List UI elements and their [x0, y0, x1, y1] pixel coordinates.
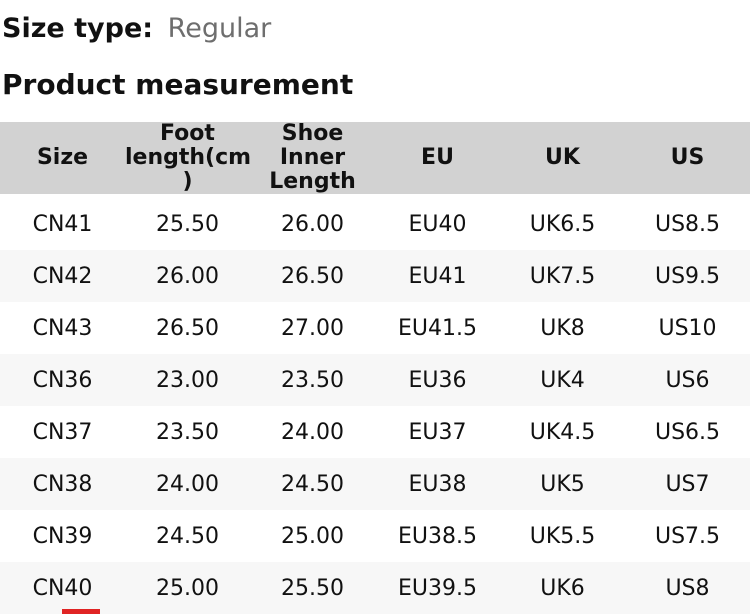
cell-uk: UK5 — [500, 458, 625, 511]
cell-foot-length: 24.00 — [125, 458, 250, 511]
cell-foot-length: 24.50 — [125, 510, 250, 563]
table-row: CN41 25.50 26.00 EU40 UK6.5 US8.5 — [0, 196, 750, 251]
table-row: CN40 25.00 25.50 EU39.5 UK6 US8 — [0, 562, 750, 614]
cell-us: US9.5 — [625, 250, 750, 303]
cell-uk: UK7.5 — [500, 250, 625, 303]
cell-us: US6 — [625, 354, 750, 407]
cell-foot-length: 25.50 — [125, 196, 250, 251]
cell-foot-length: 26.50 — [125, 302, 250, 355]
cell-size: CN39 — [0, 510, 125, 563]
size-type-row: Size type: Regular — [2, 13, 750, 44]
cell-eu: EU40 — [375, 196, 500, 251]
cell-shoe-inner-length: 23.50 — [250, 354, 375, 407]
cell-shoe-inner-length: 26.50 — [250, 250, 375, 303]
table-row: CN39 24.50 25.00 EU38.5 UK5.5 US7.5 — [0, 510, 750, 563]
header-size: Size — [0, 122, 125, 199]
red-indicator-bar — [62, 609, 100, 614]
table-row: CN43 26.50 27.00 EU41.5 UK8 US10 — [0, 302, 750, 355]
cell-uk: UK4 — [500, 354, 625, 407]
cell-foot-length: 23.50 — [125, 406, 250, 459]
cell-shoe-inner-length: 25.00 — [250, 510, 375, 563]
table-row: CN42 26.00 26.50 EU41 UK7.5 US9.5 — [0, 250, 750, 303]
cell-shoe-inner-length: 26.00 — [250, 196, 375, 251]
cell-shoe-inner-length: 27.00 — [250, 302, 375, 355]
table-row: CN38 24.00 24.50 EU38 UK5 US7 — [0, 458, 750, 511]
size-type-label: Size type: — [2, 13, 154, 44]
cell-us: US8 — [625, 562, 750, 614]
cell-foot-length: 26.00 — [125, 250, 250, 303]
cell-size: CN43 — [0, 302, 125, 355]
header-uk: UK — [500, 122, 625, 199]
cell-uk: UK5.5 — [500, 510, 625, 563]
cell-uk: UK6 — [500, 562, 625, 614]
cell-eu: EU41.5 — [375, 302, 500, 355]
cell-eu: EU37 — [375, 406, 500, 459]
table-body: CN41 25.50 26.00 EU40 UK6.5 US8.5 CN42 2… — [0, 196, 750, 614]
cell-foot-length: 23.00 — [125, 354, 250, 407]
cell-shoe-inner-length: 25.50 — [250, 562, 375, 614]
cell-eu: EU41 — [375, 250, 500, 303]
table-header: Size Foot length(cm ) Shoe Inner Length … — [0, 121, 750, 199]
cell-us: US8.5 — [625, 196, 750, 251]
header-eu: EU — [375, 122, 500, 199]
cell-eu: EU38 — [375, 458, 500, 511]
table-header-row: Size Foot length(cm ) Shoe Inner Length … — [0, 121, 750, 199]
size-measurement-table: Size Foot length(cm ) Shoe Inner Length … — [0, 122, 750, 614]
size-type-value: Regular — [167, 13, 272, 44]
cell-eu: EU36 — [375, 354, 500, 407]
cell-us: US6.5 — [625, 406, 750, 459]
cell-uk: UK8 — [500, 302, 625, 355]
product-measurement-title: Product measurement — [2, 68, 354, 102]
cell-us: US7.5 — [625, 510, 750, 563]
cell-uk: UK6.5 — [500, 196, 625, 251]
cell-size: CN37 — [0, 406, 125, 459]
cell-size: CN40 — [0, 562, 125, 614]
cell-us: US10 — [625, 302, 750, 355]
header-us: US — [625, 122, 750, 199]
cell-shoe-inner-length: 24.50 — [250, 458, 375, 511]
header-shoe-inner-length: Shoe Inner Length — [250, 122, 375, 199]
cell-size: CN38 — [0, 458, 125, 511]
cell-size: CN36 — [0, 354, 125, 407]
cell-uk: UK4.5 — [500, 406, 625, 459]
cell-us: US7 — [625, 458, 750, 511]
table-row: CN37 23.50 24.00 EU37 UK4.5 US6.5 — [0, 406, 750, 459]
cell-size: CN42 — [0, 250, 125, 303]
cell-eu: EU38.5 — [375, 510, 500, 563]
header-foot-length: Foot length(cm ) — [125, 121, 252, 199]
cell-size: CN41 — [0, 196, 125, 251]
table-row: CN36 23.00 23.50 EU36 UK4 US6 — [0, 354, 750, 407]
cell-shoe-inner-length: 24.00 — [250, 406, 375, 459]
cell-foot-length: 25.00 — [125, 562, 250, 614]
cell-eu: EU39.5 — [375, 562, 500, 614]
